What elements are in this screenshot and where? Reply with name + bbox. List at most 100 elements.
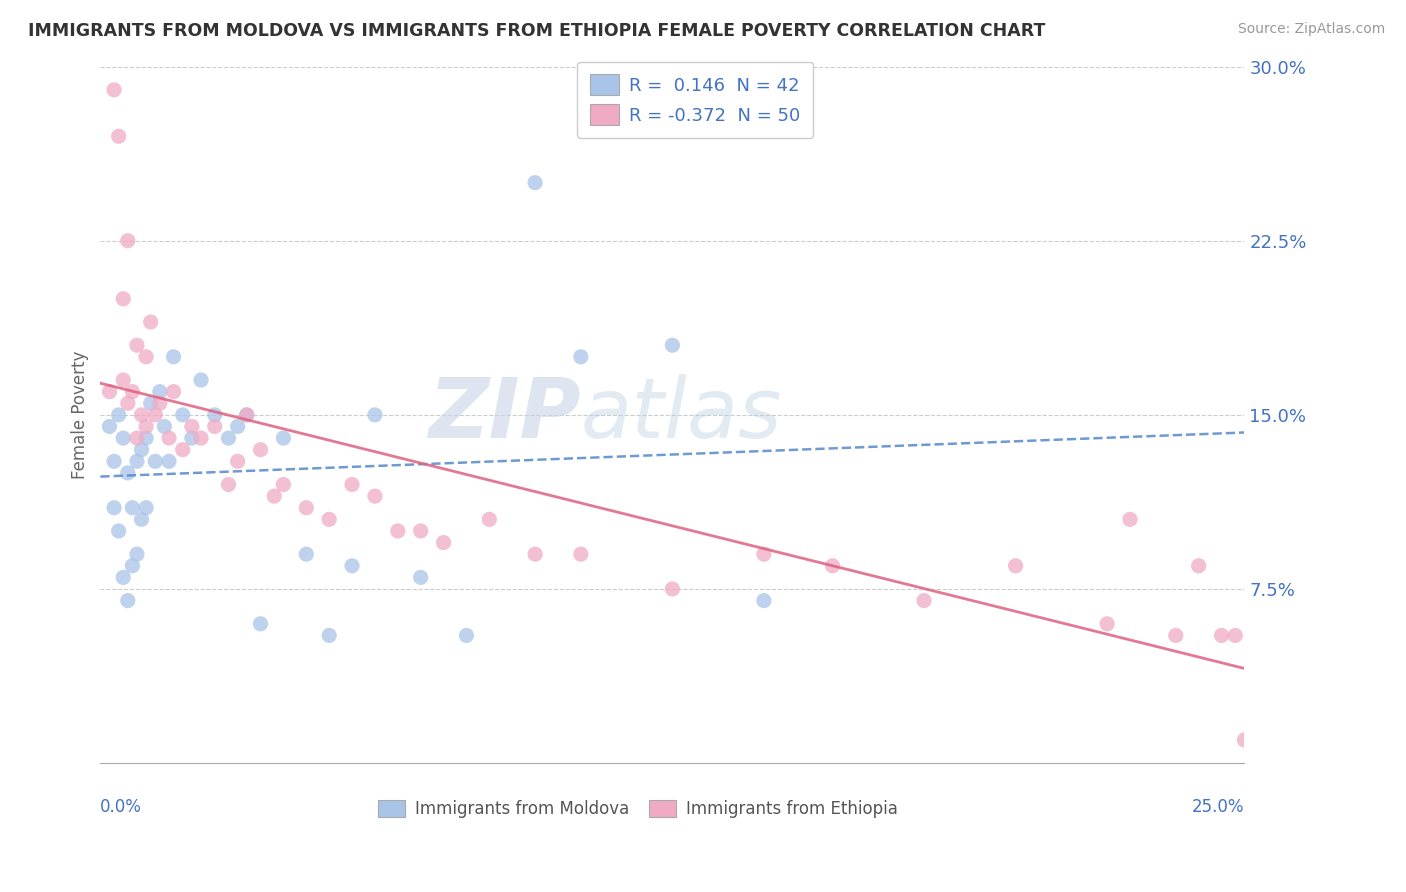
Point — [524, 547, 547, 561]
Point — [661, 338, 683, 352]
Point — [218, 431, 240, 445]
Point — [180, 419, 202, 434]
Point — [125, 338, 148, 352]
Point — [153, 419, 176, 434]
Point — [204, 408, 226, 422]
Point — [131, 512, 153, 526]
Point — [131, 442, 153, 457]
Point — [1211, 628, 1233, 642]
Point — [236, 408, 259, 422]
Point — [125, 431, 148, 445]
Point — [318, 628, 340, 642]
Point — [190, 431, 212, 445]
Point — [107, 408, 129, 422]
Point — [1233, 732, 1256, 747]
Point — [112, 570, 135, 584]
Point — [340, 477, 363, 491]
Point — [387, 524, 409, 538]
Point — [149, 384, 172, 399]
Point — [135, 350, 157, 364]
Point — [821, 558, 844, 573]
Point — [295, 500, 318, 515]
Point — [364, 489, 387, 503]
Point — [263, 489, 285, 503]
Point — [162, 350, 184, 364]
Point — [98, 384, 121, 399]
Point — [1188, 558, 1211, 573]
Point — [204, 419, 226, 434]
Point — [135, 431, 157, 445]
Point — [125, 547, 148, 561]
Point — [103, 500, 125, 515]
Text: 0.0%: 0.0% — [100, 798, 142, 816]
Legend: Immigrants from Moldova, Immigrants from Ethiopia: Immigrants from Moldova, Immigrants from… — [371, 793, 904, 824]
Point — [569, 547, 592, 561]
Point — [1225, 628, 1247, 642]
Point — [103, 454, 125, 468]
Point — [125, 454, 148, 468]
Point — [135, 500, 157, 515]
Point — [117, 466, 139, 480]
Point — [236, 408, 259, 422]
Point — [752, 593, 775, 607]
Point — [172, 442, 194, 457]
Point — [432, 535, 454, 549]
Text: Source: ZipAtlas.com: Source: ZipAtlas.com — [1237, 22, 1385, 37]
Point — [180, 431, 202, 445]
Point — [1119, 512, 1142, 526]
Point — [103, 83, 125, 97]
Point — [1004, 558, 1026, 573]
Point — [131, 408, 153, 422]
Point — [364, 408, 387, 422]
Point — [1164, 628, 1187, 642]
Point — [912, 593, 935, 607]
Point — [112, 373, 135, 387]
Point — [121, 500, 143, 515]
Point — [218, 477, 240, 491]
Point — [249, 616, 271, 631]
Point — [1095, 616, 1118, 631]
Point — [524, 176, 547, 190]
Point — [117, 234, 139, 248]
Point — [107, 129, 129, 144]
Point — [273, 477, 295, 491]
Point — [149, 396, 172, 410]
Point — [121, 558, 143, 573]
Point — [121, 384, 143, 399]
Point — [117, 593, 139, 607]
Point — [98, 419, 121, 434]
Point — [273, 431, 295, 445]
Point — [157, 454, 180, 468]
Point — [143, 408, 166, 422]
Point — [249, 442, 271, 457]
Point — [295, 547, 318, 561]
Point — [456, 628, 478, 642]
Point — [135, 419, 157, 434]
Point — [139, 315, 162, 329]
Point — [661, 582, 683, 596]
Point — [172, 408, 194, 422]
Text: 25.0%: 25.0% — [1192, 798, 1244, 816]
Point — [340, 558, 363, 573]
Point — [107, 524, 129, 538]
Point — [409, 524, 432, 538]
Point — [162, 384, 184, 399]
Text: ZIP: ZIP — [429, 375, 581, 455]
Y-axis label: Female Poverty: Female Poverty — [72, 351, 89, 479]
Point — [190, 373, 212, 387]
Point — [139, 396, 162, 410]
Text: atlas: atlas — [581, 375, 783, 455]
Point — [226, 454, 249, 468]
Point — [117, 396, 139, 410]
Point — [112, 431, 135, 445]
Point — [143, 454, 166, 468]
Point — [478, 512, 501, 526]
Point — [752, 547, 775, 561]
Point — [409, 570, 432, 584]
Text: IMMIGRANTS FROM MOLDOVA VS IMMIGRANTS FROM ETHIOPIA FEMALE POVERTY CORRELATION C: IMMIGRANTS FROM MOLDOVA VS IMMIGRANTS FR… — [28, 22, 1046, 40]
Point — [112, 292, 135, 306]
Point — [226, 419, 249, 434]
Point — [157, 431, 180, 445]
Point — [569, 350, 592, 364]
Point — [318, 512, 340, 526]
